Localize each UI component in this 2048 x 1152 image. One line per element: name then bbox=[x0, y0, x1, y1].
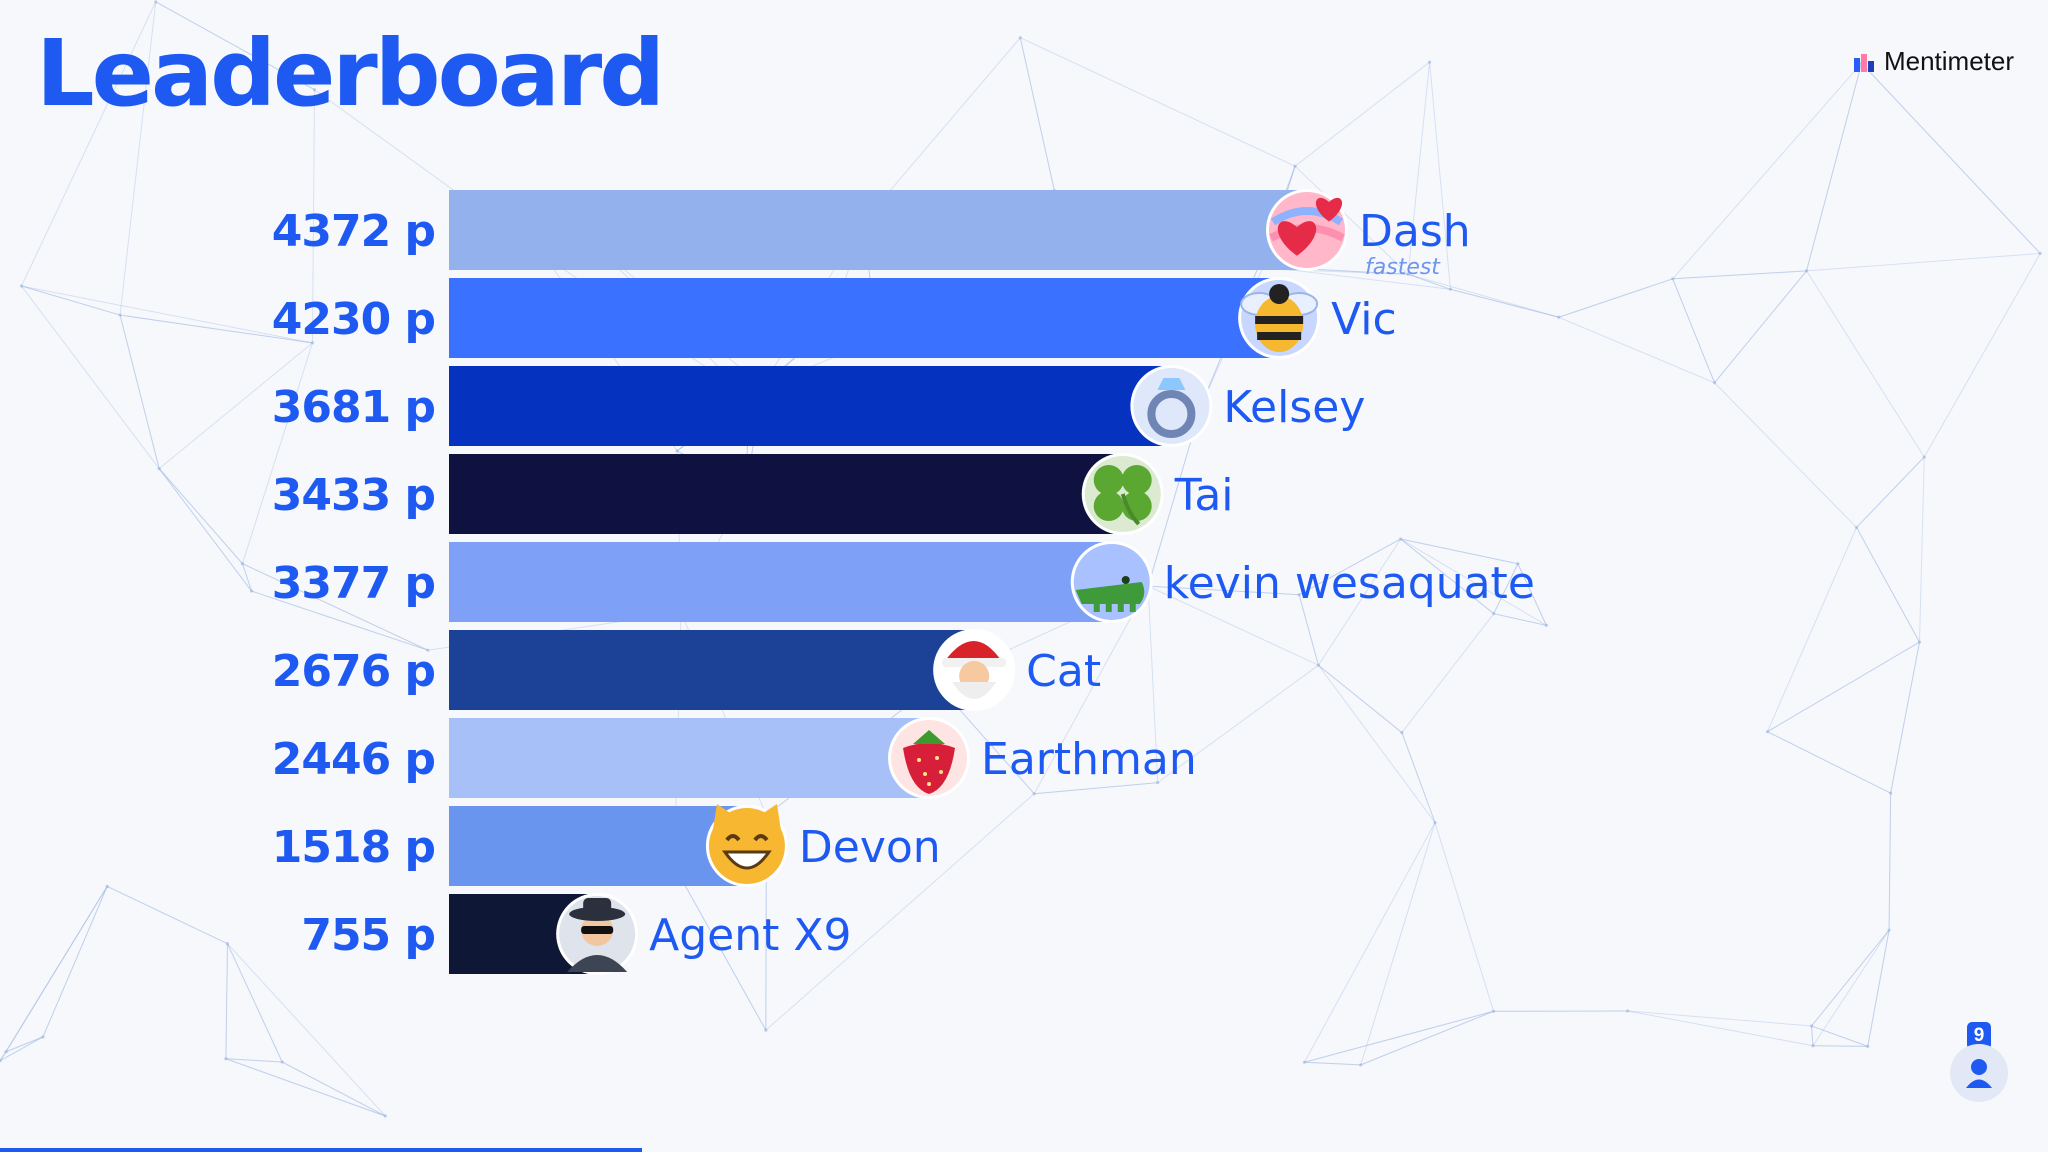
leaderboard-row: 3681 p Kelsey bbox=[272, 365, 1365, 447]
santa-icon bbox=[933, 629, 1016, 711]
score-bar bbox=[449, 542, 1112, 622]
score-bar bbox=[449, 806, 747, 886]
score-label: 755 p bbox=[301, 910, 435, 961]
player-name: Cat bbox=[1026, 646, 1101, 697]
score-label: 3433 p bbox=[272, 470, 435, 521]
leaderboard-row: 4230 p Vic bbox=[272, 277, 1397, 359]
player-name: Agent X9 bbox=[649, 910, 851, 961]
score-label: 1518 p bbox=[272, 822, 435, 873]
spy-icon bbox=[556, 893, 639, 975]
score-label: 4230 p bbox=[272, 294, 435, 345]
page-title: Leaderboard bbox=[36, 20, 665, 127]
brand-name: Mentimeter bbox=[1883, 46, 2014, 76]
score-bar bbox=[449, 630, 975, 710]
player-name: Kelsey bbox=[1223, 382, 1365, 433]
score-bar bbox=[449, 718, 930, 798]
player-name: kevin wesaquate bbox=[1164, 558, 1535, 609]
score-label: 3681 p bbox=[272, 382, 435, 433]
person-icon bbox=[1950, 1044, 2008, 1102]
player-name: Earthman bbox=[981, 734, 1197, 785]
participants-indicator[interactable]: 9 bbox=[1950, 1022, 2008, 1102]
strawberry-icon bbox=[888, 717, 971, 799]
mentimeter-logo-icon bbox=[1853, 53, 1874, 72]
score-bar bbox=[449, 454, 1123, 534]
score-label: 2676 p bbox=[272, 646, 435, 697]
grinning-cat-icon bbox=[705, 804, 788, 887]
player-name: Vic bbox=[1331, 294, 1397, 345]
crocodile-icon bbox=[1070, 541, 1153, 623]
score-bar bbox=[449, 190, 1307, 270]
fastest-annotation: fastest bbox=[1365, 255, 1441, 280]
score-label: 2446 p bbox=[272, 734, 435, 785]
score-bar bbox=[449, 278, 1280, 358]
leaderboard-row: 1518 p Devon bbox=[272, 804, 941, 887]
player-name: Dash bbox=[1359, 206, 1471, 257]
score-label: 3377 p bbox=[272, 558, 435, 609]
presentation-progress-bar bbox=[0, 1148, 642, 1152]
clover-icon bbox=[1081, 453, 1164, 535]
ring-icon bbox=[1130, 365, 1213, 447]
player-name: Tai bbox=[1174, 470, 1234, 521]
leaderboard-row: 2446 p Earthman bbox=[272, 717, 1197, 799]
mentimeter-brand: Mentimeter bbox=[1853, 46, 2014, 77]
hearts-icon bbox=[1266, 189, 1348, 271]
score-label: 4372 p bbox=[272, 206, 435, 257]
score-bar bbox=[449, 366, 1172, 446]
player-name: Devon bbox=[799, 822, 941, 873]
leaderboard-row: 755 p Agent X9 bbox=[301, 893, 852, 975]
leaderboard-row: 3433 p Tai bbox=[272, 453, 1234, 535]
leaderboard-row: 3377 p kevin wesaquate bbox=[272, 541, 1535, 623]
bee-icon bbox=[1238, 277, 1321, 359]
leaderboard-row: 2676 p Cat bbox=[272, 629, 1101, 711]
